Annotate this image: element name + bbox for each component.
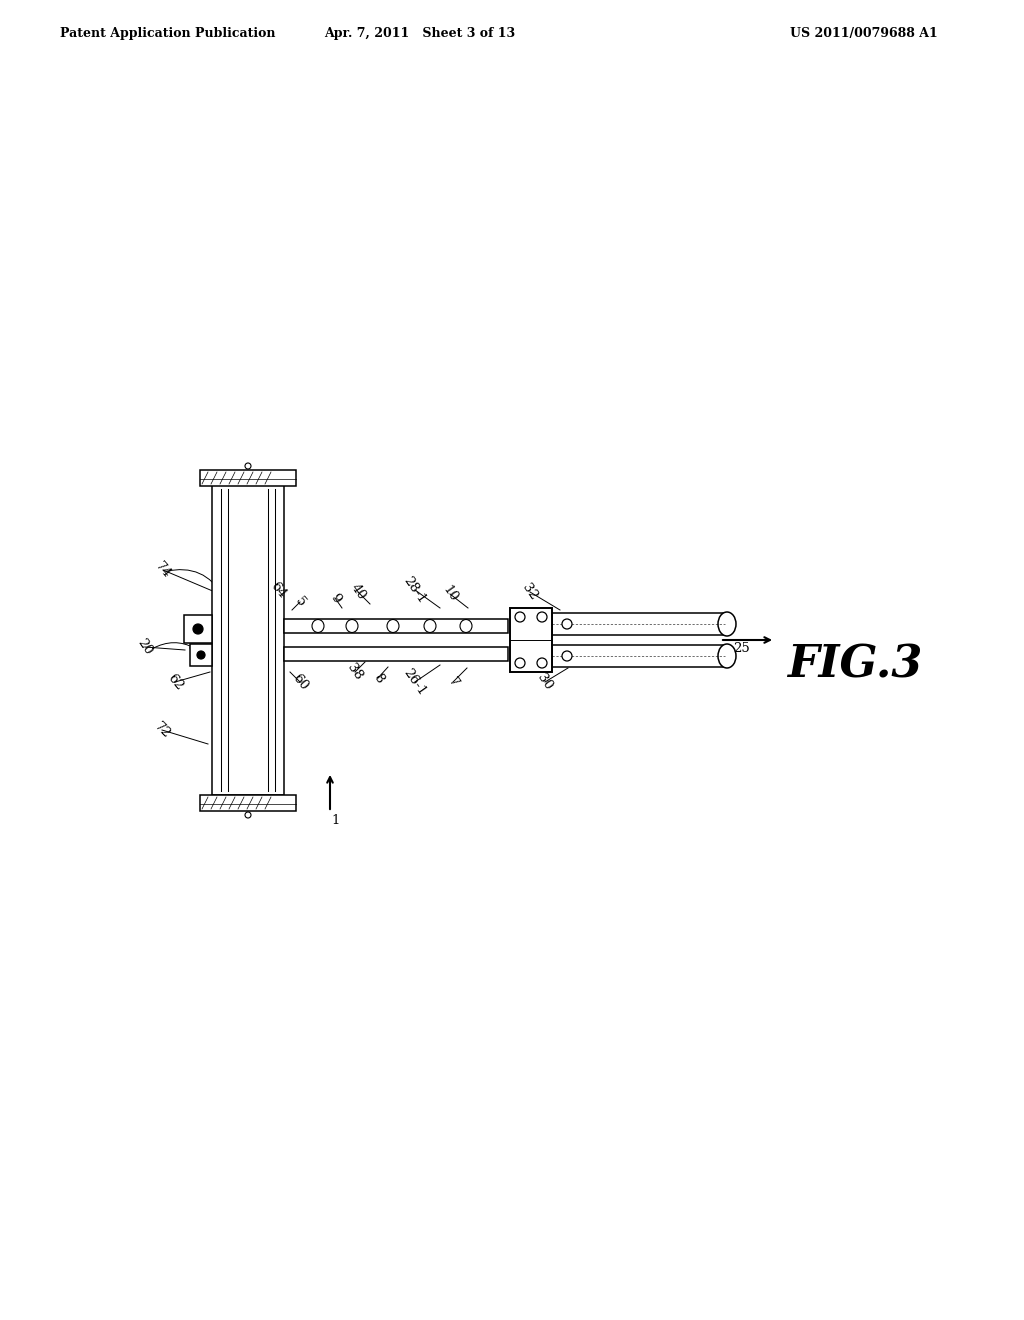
Ellipse shape: [312, 619, 324, 632]
Text: 30: 30: [535, 672, 555, 693]
Text: 62: 62: [165, 672, 185, 693]
Text: 8: 8: [371, 671, 386, 685]
Text: 60: 60: [290, 672, 310, 693]
Text: 7: 7: [445, 675, 461, 689]
Ellipse shape: [718, 644, 736, 668]
Circle shape: [193, 624, 203, 634]
Bar: [552, 645, 725, 667]
Bar: [200, 470, 296, 486]
Text: 64: 64: [267, 579, 289, 601]
Ellipse shape: [387, 619, 399, 632]
Text: 10: 10: [440, 583, 460, 605]
Bar: [200, 795, 296, 810]
Circle shape: [537, 657, 547, 668]
Text: 1: 1: [332, 813, 340, 826]
Ellipse shape: [460, 619, 472, 632]
Ellipse shape: [346, 619, 358, 632]
Text: US 2011/0079688 A1: US 2011/0079688 A1: [790, 26, 938, 40]
Ellipse shape: [424, 619, 436, 632]
FancyArrowPatch shape: [153, 643, 195, 648]
Circle shape: [562, 619, 572, 630]
Text: 26-1: 26-1: [401, 667, 429, 698]
Circle shape: [197, 651, 205, 659]
Text: 74: 74: [153, 560, 173, 581]
Bar: [284, 619, 508, 634]
Circle shape: [245, 812, 251, 818]
Text: 28-1: 28-1: [401, 574, 429, 606]
Bar: [552, 612, 725, 635]
Text: Patent Application Publication: Patent Application Publication: [60, 26, 275, 40]
Circle shape: [537, 612, 547, 622]
Bar: [184, 615, 212, 643]
Bar: [510, 609, 552, 672]
Text: 9: 9: [328, 591, 343, 605]
Ellipse shape: [718, 612, 736, 636]
Text: 32: 32: [520, 581, 541, 603]
Text: 38: 38: [345, 661, 366, 682]
FancyArrowPatch shape: [166, 570, 223, 597]
Text: 25: 25: [733, 642, 751, 655]
Circle shape: [515, 657, 525, 668]
Text: 20: 20: [135, 636, 155, 657]
Text: 5: 5: [292, 594, 307, 610]
Bar: [284, 647, 508, 661]
Circle shape: [515, 612, 525, 622]
Circle shape: [245, 463, 251, 469]
Text: 40: 40: [348, 581, 369, 603]
Text: FIG.3: FIG.3: [787, 644, 923, 686]
Bar: [212, 484, 284, 795]
Text: 72: 72: [152, 719, 173, 741]
Circle shape: [562, 651, 572, 661]
Text: Apr. 7, 2011   Sheet 3 of 13: Apr. 7, 2011 Sheet 3 of 13: [325, 26, 515, 40]
Bar: [190, 644, 212, 667]
